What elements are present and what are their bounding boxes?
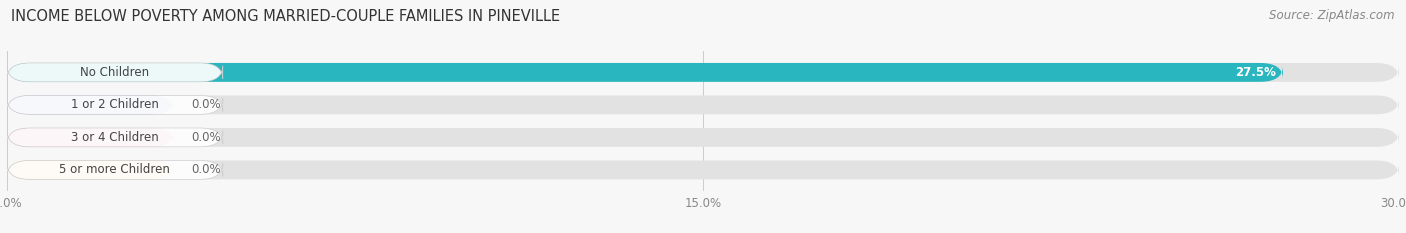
FancyBboxPatch shape xyxy=(7,128,222,147)
FancyBboxPatch shape xyxy=(7,63,1399,82)
Text: 0.0%: 0.0% xyxy=(191,131,221,144)
Text: 1 or 2 Children: 1 or 2 Children xyxy=(70,98,159,111)
Text: 0.0%: 0.0% xyxy=(191,163,221,176)
FancyBboxPatch shape xyxy=(7,96,1399,114)
FancyBboxPatch shape xyxy=(7,96,222,114)
Text: No Children: No Children xyxy=(80,66,149,79)
Text: 0.0%: 0.0% xyxy=(191,98,221,111)
FancyBboxPatch shape xyxy=(7,128,174,147)
Text: 27.5%: 27.5% xyxy=(1234,66,1277,79)
Text: Source: ZipAtlas.com: Source: ZipAtlas.com xyxy=(1270,9,1395,22)
FancyBboxPatch shape xyxy=(7,161,174,179)
FancyBboxPatch shape xyxy=(7,96,174,114)
FancyBboxPatch shape xyxy=(7,161,1399,179)
FancyBboxPatch shape xyxy=(7,63,1284,82)
Text: 3 or 4 Children: 3 or 4 Children xyxy=(72,131,159,144)
Text: 5 or more Children: 5 or more Children xyxy=(59,163,170,176)
FancyBboxPatch shape xyxy=(7,63,222,82)
Text: INCOME BELOW POVERTY AMONG MARRIED-COUPLE FAMILIES IN PINEVILLE: INCOME BELOW POVERTY AMONG MARRIED-COUPL… xyxy=(11,9,561,24)
FancyBboxPatch shape xyxy=(7,128,1399,147)
FancyBboxPatch shape xyxy=(7,161,222,179)
